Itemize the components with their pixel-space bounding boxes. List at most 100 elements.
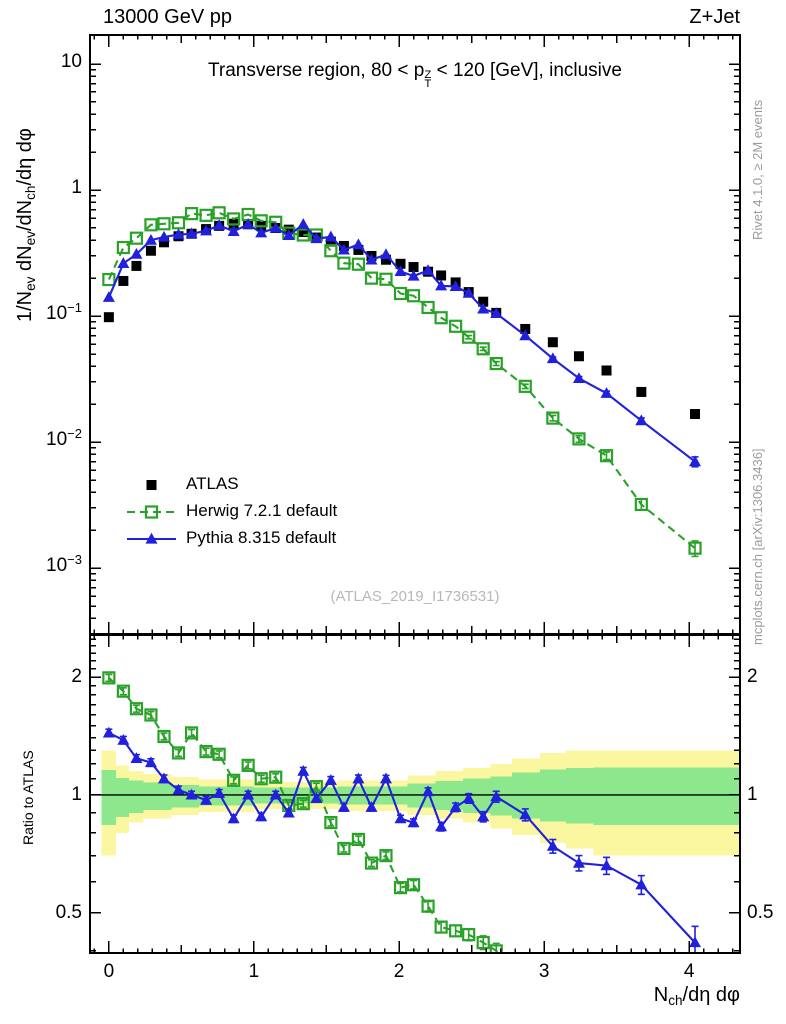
data-marker xyxy=(489,944,503,953)
data-marker xyxy=(477,810,490,822)
series-pythia-8-315-default xyxy=(102,726,702,953)
data-marker xyxy=(298,226,309,237)
ratio-panel-frame xyxy=(89,634,741,954)
data-marker xyxy=(635,878,648,890)
data-marker xyxy=(635,414,648,426)
series-pythia-8-315-default xyxy=(102,218,702,468)
data-marker xyxy=(213,219,226,230)
main-panel-frame xyxy=(89,34,741,635)
data-marker xyxy=(254,214,268,228)
data-marker xyxy=(547,337,558,348)
data-marker xyxy=(255,226,268,238)
data-marker xyxy=(144,218,158,232)
data-marker xyxy=(490,307,503,319)
data-marker xyxy=(476,342,490,356)
data-marker xyxy=(324,774,337,785)
data-marker xyxy=(476,935,490,950)
data-marker xyxy=(407,269,420,281)
data-marker xyxy=(212,747,226,761)
data-marker xyxy=(145,245,156,256)
data-marker xyxy=(102,291,115,302)
data-marker xyxy=(462,792,475,803)
data-marker xyxy=(130,752,143,763)
data-marker xyxy=(102,272,116,287)
data-marker xyxy=(157,772,170,784)
data-marker xyxy=(117,257,130,268)
data-marker xyxy=(325,236,336,247)
band-green-segment xyxy=(101,769,117,826)
data-marker xyxy=(436,270,447,281)
data-marker xyxy=(171,216,186,230)
data-marker xyxy=(296,797,310,811)
data-marker xyxy=(572,856,585,868)
data-marker xyxy=(636,386,647,397)
data-marker xyxy=(144,708,158,722)
data-marker xyxy=(200,224,213,236)
data-marker xyxy=(199,208,213,222)
data-marker xyxy=(408,262,419,273)
data-marker xyxy=(157,729,171,744)
data-marker xyxy=(449,319,463,333)
data-marker xyxy=(118,275,129,286)
data-marker xyxy=(129,702,144,716)
data-marker xyxy=(352,772,365,784)
data-marker xyxy=(144,505,159,519)
data-marker xyxy=(573,351,584,362)
data-marker xyxy=(145,532,158,544)
band-green-segment xyxy=(198,786,254,806)
data-marker xyxy=(199,745,213,759)
data-marker xyxy=(407,816,420,828)
data-marker xyxy=(422,264,435,276)
data-marker xyxy=(337,841,351,856)
data-marker xyxy=(117,733,130,745)
data-marker xyxy=(130,247,143,259)
data-marker xyxy=(379,272,393,286)
data-marker xyxy=(146,480,157,490)
data-marker xyxy=(477,302,490,314)
data-marker xyxy=(185,227,198,239)
data-marker xyxy=(227,212,241,226)
data-marker xyxy=(282,229,295,240)
data-marker xyxy=(213,787,226,798)
data-marker xyxy=(102,671,116,685)
data-marker xyxy=(242,218,255,229)
data-marker xyxy=(296,228,310,242)
data-marker xyxy=(434,311,448,325)
data-marker xyxy=(394,812,407,824)
data-marker xyxy=(227,812,240,824)
data-marker xyxy=(600,387,613,398)
data-marker xyxy=(269,788,282,800)
data-marker xyxy=(690,409,701,420)
data-marker xyxy=(421,300,435,315)
data-marker xyxy=(116,684,130,698)
series-herwig-7-2-1-default xyxy=(102,671,503,953)
data-marker xyxy=(254,772,268,786)
data-marker xyxy=(297,764,310,776)
data-marker xyxy=(157,217,171,231)
data-marker xyxy=(462,330,476,344)
data-marker xyxy=(600,859,613,871)
data-marker xyxy=(352,238,365,250)
data-marker xyxy=(269,770,283,784)
data-marker xyxy=(269,221,282,233)
data-marker xyxy=(353,244,364,255)
band-green-segment xyxy=(143,782,172,811)
data-marker xyxy=(324,244,338,258)
legend xyxy=(127,480,176,544)
data-marker xyxy=(421,899,435,913)
data-marker xyxy=(171,746,186,760)
data-marker xyxy=(393,286,408,301)
data-marker xyxy=(689,455,702,467)
data-marker xyxy=(227,225,240,236)
data-marker xyxy=(572,432,586,446)
data-marker xyxy=(337,256,351,270)
data-marker xyxy=(599,449,614,463)
data-marker xyxy=(572,372,585,384)
data-marker xyxy=(546,411,560,425)
data-marker xyxy=(310,232,323,244)
band-green-segment xyxy=(539,769,566,822)
band-green-segment xyxy=(565,768,594,824)
data-marker xyxy=(490,790,503,802)
